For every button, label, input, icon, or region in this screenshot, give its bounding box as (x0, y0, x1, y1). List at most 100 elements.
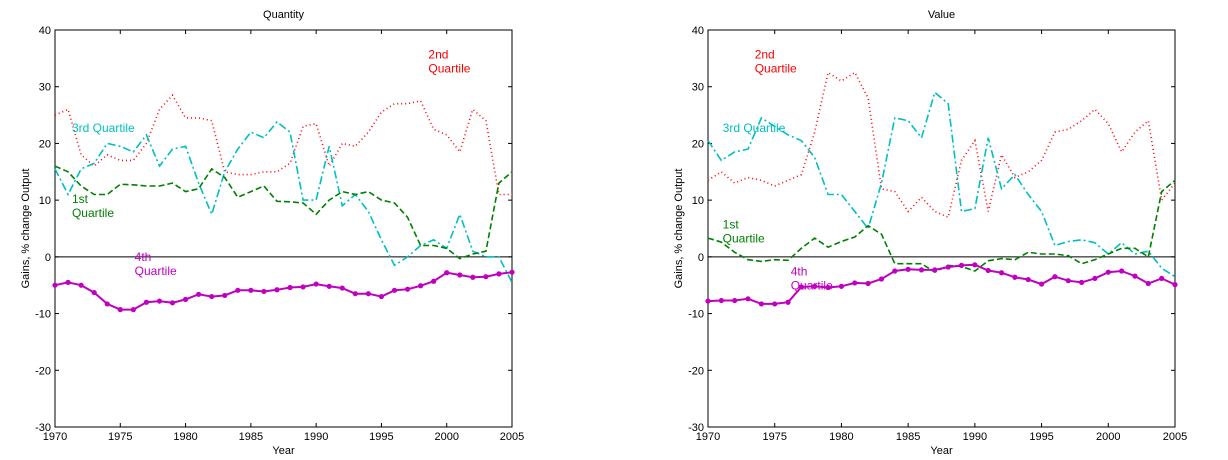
data-point (1159, 275, 1165, 282)
chart-title: Quantity (263, 9, 304, 21)
series-line (54, 120, 513, 283)
data-point (905, 266, 911, 272)
data-point (470, 274, 476, 280)
data-point (365, 291, 371, 297)
y-tick-label: 40 (39, 25, 51, 37)
data-point (169, 300, 176, 306)
series-line (707, 71, 1176, 219)
y-tick-label: 30 (39, 82, 51, 94)
y-tick-label: -30 (35, 422, 51, 434)
data-point (892, 268, 898, 274)
data-point (91, 289, 97, 296)
data-point (918, 267, 925, 273)
data-point (1012, 274, 1018, 280)
x-tick-label: 1970 (696, 431, 720, 443)
series-label: Quartile (755, 61, 797, 75)
data-point (1052, 274, 1058, 280)
data-point (457, 272, 463, 278)
data-point (1079, 279, 1085, 285)
x-tick-label: 1990 (963, 431, 987, 443)
x-tick-label: 1990 (304, 431, 328, 443)
y-tick-label: 10 (692, 195, 704, 207)
data-point (104, 301, 110, 307)
data-point (1119, 268, 1125, 274)
data-point (705, 298, 711, 304)
y-axis-label: Gains, % change Output (20, 169, 32, 289)
data-point (52, 282, 58, 288)
data-point (758, 301, 764, 307)
data-point (222, 292, 228, 299)
data-point (785, 299, 791, 305)
data-point (798, 284, 805, 290)
x-tick-label: 2000 (434, 431, 458, 443)
data-point (339, 285, 345, 291)
data-point (287, 284, 293, 291)
series-label: Quartile (135, 264, 177, 278)
series-label: Quartile (72, 206, 114, 220)
y-tick-label: 0 (698, 252, 704, 264)
series-label: 4th (135, 250, 152, 264)
data-point (326, 283, 332, 289)
y-tick-label: 20 (39, 138, 51, 150)
x-axis-label: Year (930, 445, 953, 457)
series-label: 1st (72, 192, 89, 206)
data-point (235, 287, 241, 293)
plot-frame (707, 29, 1176, 428)
data-point (483, 274, 489, 280)
x-tick-label: 1980 (173, 431, 197, 443)
y-tick-label: 0 (45, 252, 51, 264)
y-tick-label: -20 (688, 365, 704, 377)
data-point (1105, 269, 1111, 275)
data-point (65, 279, 71, 285)
x-tick-label: 2000 (1096, 431, 1120, 443)
x-tick-label: 1995 (1029, 431, 1053, 443)
x-tick-label: 2005 (1163, 431, 1187, 443)
data-point (404, 286, 411, 292)
y-tick-label: -20 (35, 365, 51, 377)
data-point (958, 262, 965, 268)
y-tick-label: -10 (688, 309, 704, 321)
x-tick-label: 1995 (369, 431, 393, 443)
data-point (78, 282, 84, 288)
data-point (391, 287, 398, 293)
data-point (972, 262, 978, 268)
y-tick-label: 10 (39, 195, 51, 207)
data-point (378, 293, 385, 300)
data-point (812, 283, 818, 289)
data-point (732, 297, 738, 304)
data-point (1132, 273, 1138, 279)
data-point (418, 283, 424, 289)
series-label: Quartile (723, 232, 765, 246)
x-tick-label: 2005 (500, 431, 524, 443)
data-point (838, 283, 845, 289)
data-point (878, 276, 885, 282)
data-point (431, 278, 437, 284)
data-point (496, 271, 502, 277)
x-tick-label: 1975 (108, 431, 132, 443)
data-point (1172, 282, 1178, 288)
data-point (209, 293, 215, 300)
y-tick-label: 30 (692, 82, 704, 94)
data-point (509, 269, 515, 275)
data-point (156, 298, 163, 304)
data-point (1025, 276, 1031, 283)
data-point (1065, 278, 1071, 284)
y-tick-label: 40 (692, 25, 704, 37)
data-point (865, 280, 871, 287)
x-tick-label: 1980 (829, 431, 853, 443)
chart-title: Value (928, 9, 955, 21)
series-label: 3rd Quartile (72, 121, 135, 135)
y-tick-label: 20 (692, 138, 704, 150)
series-label: 1st (723, 218, 740, 232)
series-label: 3rd Quartile (723, 121, 786, 135)
data-point (852, 280, 858, 286)
data-point (932, 267, 938, 273)
data-point (772, 301, 778, 307)
data-point (998, 270, 1005, 276)
data-point (1092, 275, 1098, 282)
series-label: Quartile (791, 279, 833, 293)
series-label: 4th (791, 265, 808, 279)
series-label: 2nd (428, 47, 448, 61)
data-point (444, 270, 450, 276)
